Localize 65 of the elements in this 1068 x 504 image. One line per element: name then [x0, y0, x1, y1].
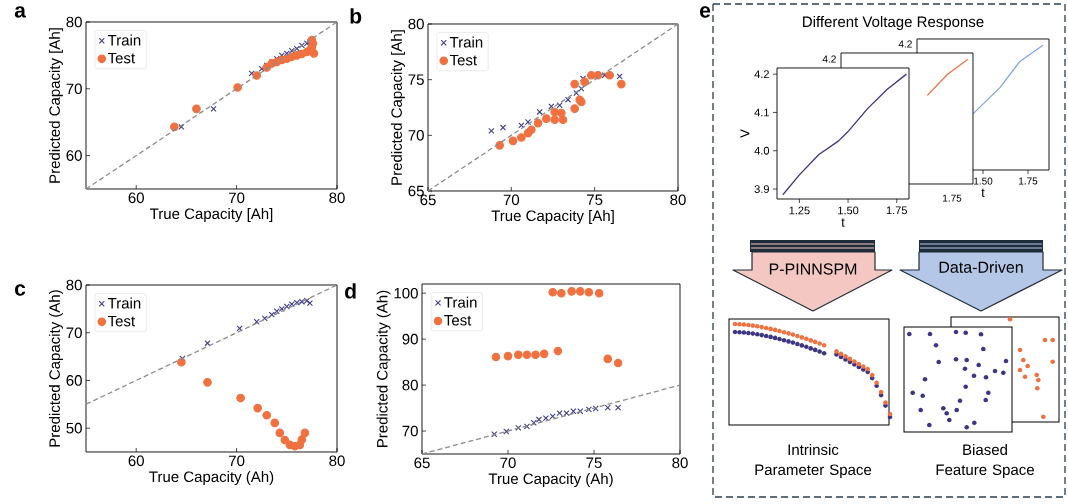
text: d: [345, 283, 356, 299]
x-tick-label: 80: [670, 194, 686, 206]
x-axis-title: t: [841, 218, 845, 227]
y-tick-label: 100: [394, 287, 418, 299]
y-tick-label: 70: [402, 425, 418, 437]
y-tick-label: 3.9: [754, 185, 769, 193]
text: 4.2: [898, 40, 912, 48]
x-axis-title: True Capacity (Ah): [488, 473, 613, 487]
y-tick-label: 70: [66, 327, 82, 339]
x-tick-label: 70: [503, 194, 520, 206]
y-axis-title: Predicted Capacity (Ah): [376, 290, 391, 447]
y-tick-label: 80: [66, 16, 82, 28]
x-tick-label: 75: [587, 194, 603, 205]
y-tick-label: 70: [66, 83, 82, 95]
chart-title: Different Voltage Response: [803, 16, 984, 30]
y-tick-label: 90: [402, 333, 418, 345]
text: Biased Feature Space: [936, 444, 1034, 478]
x-axis-title: t: [981, 188, 985, 197]
y-tick-label: 60: [66, 375, 82, 386]
text: a: [14, 6, 27, 18]
x-tick-label: 80: [329, 192, 345, 204]
legend-label: Test: [449, 54, 477, 66]
y-tick-label: 80: [66, 279, 82, 291]
x-axis-title: True Capacity [Ah]: [150, 208, 273, 222]
x-axis-title: True Capacity (Ah): [149, 471, 274, 485]
text: e: [700, 6, 711, 18]
x-tick-label: 80: [672, 457, 688, 469]
legend-label: Train: [107, 34, 141, 46]
y-tick-label: 50: [66, 422, 82, 434]
y-tick-label: 75: [408, 74, 424, 85]
x-axis-title: True Capacity [Ah]: [491, 210, 614, 224]
text: Intrinsic Parameter Space: [755, 444, 872, 478]
text: P-PINNSPM: [769, 263, 857, 275]
x-tick-label: 70: [229, 455, 245, 467]
x-tick-label: 60: [128, 192, 144, 204]
legend-label: Train: [107, 297, 141, 309]
y-axis-title: V: [740, 129, 750, 138]
text: c: [15, 284, 26, 296]
y-tick-label: 80: [408, 18, 424, 30]
y-axis-title: Predicted Capacity [Ah]: [48, 28, 63, 183]
y-tick-label: 80: [402, 379, 418, 391]
y-axis-title: Predicted Capacity (Ah): [48, 290, 63, 447]
y-tick-label: 4.0: [754, 146, 770, 155]
y-tick-label: 4.2: [754, 70, 769, 78]
y-tick-label: 60: [66, 150, 82, 161]
legend-label: Train: [449, 36, 483, 48]
x-tick-label: 75: [586, 457, 602, 468]
y-axis-title: Predicted Capacity [Ah]: [390, 30, 405, 185]
legend-label: Test: [444, 315, 472, 326]
x-tick-label: 1.75: [886, 206, 907, 215]
x-tick-label: 70: [229, 192, 245, 204]
x-tick-label: 70: [500, 457, 516, 469]
legend-label: Test: [107, 315, 136, 327]
y-tick-label: 4.1: [754, 108, 769, 117]
text: b: [350, 8, 362, 24]
text: Data-Driven: [939, 261, 1023, 273]
x-tick-label: 80: [329, 455, 345, 467]
y-tick-label: 70: [408, 130, 424, 141]
x-tick-label: 1.25: [789, 206, 810, 215]
text: 4.2: [822, 55, 836, 63]
x-tick-label: 60: [128, 455, 144, 467]
x-tick-label: 1.50: [974, 177, 993, 185]
legend-label: Test: [107, 52, 136, 64]
x-tick-label: 1.50: [838, 206, 859, 215]
legend-label: Train: [444, 296, 477, 308]
